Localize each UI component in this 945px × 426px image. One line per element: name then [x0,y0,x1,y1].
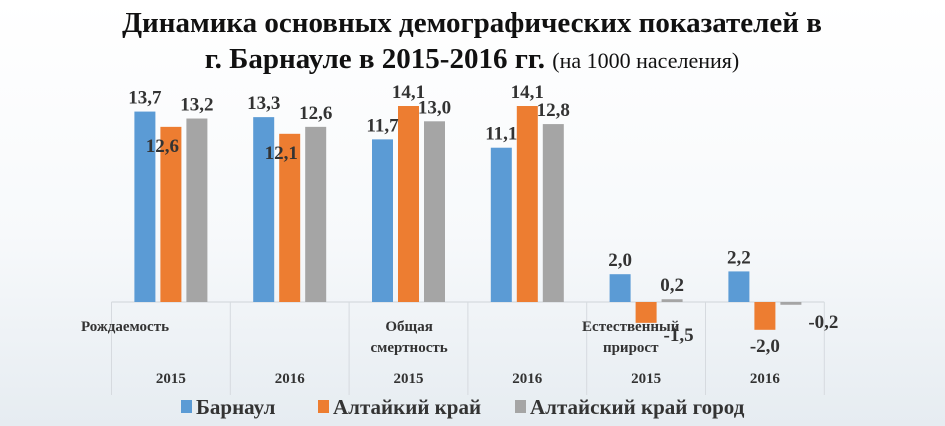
chart-title-note: (на 1000 населения) [552,48,739,73]
bar-3-6 [780,302,802,305]
year-label: 2015 [631,371,661,387]
data-label: -2,0 [750,336,780,357]
data-label: 0,2 [660,275,684,296]
bar-3-1 [186,118,208,303]
data-label: -0,2 [808,312,838,333]
legend-swatch [318,400,329,413]
legend: Барнаул Алтайкий край Алтайский край город [181,395,745,419]
legend-entry: Барнаул [196,395,276,419]
bar-2-1 [160,126,182,302]
bar-2-6 [754,302,776,330]
bar-1-2 [253,117,275,302]
year-label: 2015 [156,371,186,387]
data-label: 2,0 [608,250,632,271]
chart-title-line2: г. Барнауле в 2015-2016 гг. (на 1000 нас… [205,43,739,75]
data-label: 14,1 [392,82,425,103]
data-label: 11,1 [485,124,517,145]
group-label: Рождаемость [81,319,169,335]
year-label: 2016 [512,371,543,387]
bar-1-1 [134,111,156,302]
category-labels: Рождаемость Общая смертность Естественный пр… [81,319,780,387]
bar-1-6 [728,271,750,302]
data-label: 13,2 [180,95,213,116]
chart-title-line2-main: г. Барнауле в 2015-2016 гг. [205,43,545,75]
data-label: 12,8 [537,100,570,121]
legend-swatch [181,400,192,413]
data-label: 14,1 [511,82,544,103]
group-label: прирост [603,340,659,356]
bar-2-4 [516,106,538,302]
group-label: Естественный [582,319,680,335]
bar-3-5 [661,299,683,302]
group-label: смертность [371,340,448,356]
data-label: 11,7 [366,115,399,136]
chart-title: Динамика основных демографических показа… [122,7,822,39]
legend-entry: Алтайский край город [530,395,745,419]
bar-2-3 [398,106,419,302]
bar-1-3 [372,139,393,302]
data-label: 13,7 [128,88,162,109]
group-label: Общая [385,319,432,335]
data-label: 12,6 [146,136,179,157]
bar-3-4 [542,124,564,302]
year-label: 2015 [394,371,424,387]
year-label: 2016 [275,371,306,387]
bar-3-2 [305,126,327,302]
bar-2-5 [635,302,657,323]
year-label: 2016 [750,371,781,387]
data-label: 13,3 [247,93,280,114]
bar-3-3 [424,121,445,302]
legend-swatch [515,400,526,413]
bar-1-4 [490,147,512,302]
data-label: -1,5 [664,325,694,346]
bar-1-5 [609,274,631,302]
legend-entry: Алтайкий край [333,395,481,419]
data-label: 2,2 [727,247,751,268]
category-axis [111,301,825,395]
data-labels: 13,7 13,311,7 11,12,0 2,212,6 12,114,1 14,1-1… [128,82,838,357]
data-label: 12,6 [299,103,332,124]
data-label: 13,0 [418,97,451,118]
bars [134,106,802,330]
bar-2-2 [279,133,301,302]
data-label: 12,1 [265,143,298,164]
